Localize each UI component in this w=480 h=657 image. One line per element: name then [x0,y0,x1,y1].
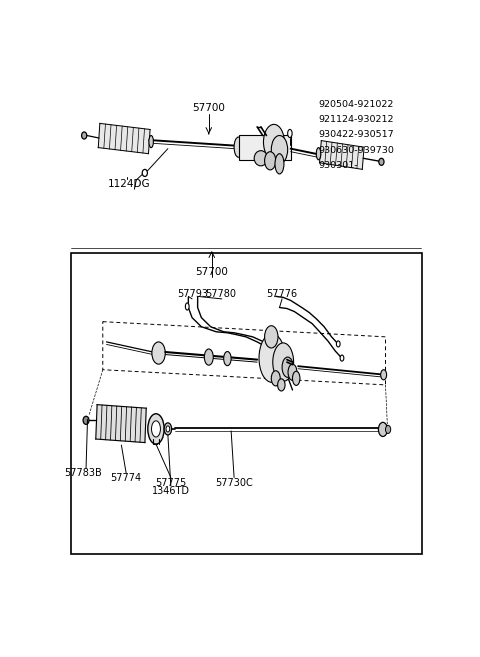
Polygon shape [96,405,146,443]
Text: 57774: 57774 [111,474,142,484]
Ellipse shape [234,137,243,157]
Ellipse shape [271,135,288,164]
Text: 57776: 57776 [266,289,298,299]
Bar [239,135,290,160]
Text: 57775: 57775 [155,478,187,487]
Ellipse shape [340,355,344,361]
Ellipse shape [259,334,285,382]
Bar [71,254,422,555]
Ellipse shape [152,421,160,437]
Ellipse shape [82,132,87,139]
Ellipse shape [83,417,89,424]
Text: 930422-930517: 930422-930517 [319,131,394,139]
Ellipse shape [378,422,387,436]
Ellipse shape [185,303,189,310]
Text: 930301-: 930301- [319,161,358,170]
Text: 57783B: 57783B [64,468,102,478]
Text: 920504-921022: 920504-921022 [319,100,394,109]
Ellipse shape [254,150,267,166]
Text: 1124DG: 1124DG [108,179,150,189]
Ellipse shape [204,349,213,365]
Ellipse shape [148,414,164,444]
Text: 930630-939730: 930630-939730 [319,146,395,154]
Ellipse shape [166,426,170,432]
Ellipse shape [282,357,293,377]
Text: 57700: 57700 [195,267,228,277]
Ellipse shape [271,371,280,386]
Polygon shape [320,141,364,170]
Ellipse shape [292,371,300,386]
Ellipse shape [385,425,391,434]
Ellipse shape [264,124,284,160]
Text: 57793: 57793 [178,289,209,299]
Ellipse shape [379,158,384,166]
Ellipse shape [273,343,294,381]
Ellipse shape [316,148,321,160]
Text: 1346TD: 1346TD [152,486,190,496]
Ellipse shape [149,135,154,148]
Ellipse shape [264,152,276,170]
Ellipse shape [277,379,285,391]
Ellipse shape [288,364,297,380]
Text: 57700: 57700 [192,103,225,113]
Ellipse shape [142,170,147,177]
Ellipse shape [152,342,165,364]
Ellipse shape [275,154,284,174]
Ellipse shape [264,326,278,348]
Polygon shape [98,124,150,154]
Ellipse shape [224,351,231,366]
Text: 57730C: 57730C [215,478,253,487]
Text: 57780: 57780 [205,289,236,299]
Ellipse shape [381,370,386,380]
Ellipse shape [164,423,172,435]
Text: 921124-930212: 921124-930212 [319,115,394,124]
Ellipse shape [288,129,292,137]
Ellipse shape [336,341,340,347]
